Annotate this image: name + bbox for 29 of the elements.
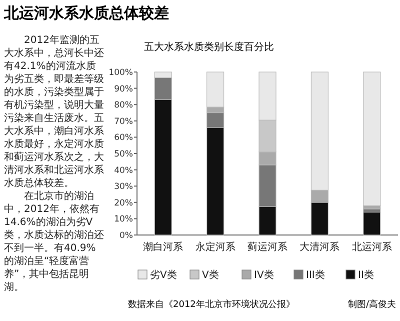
y-tick-label: 60%	[114, 133, 133, 144]
legend-label: V类	[202, 269, 219, 281]
y-tick-label: 100%	[108, 68, 133, 78]
y-tick-label: 0%	[120, 231, 133, 241]
x-tick-label: 潮白河系	[143, 241, 184, 253]
y-tick-label: 50%	[114, 150, 133, 160]
x-tick-label: 蓟运河系	[248, 241, 288, 253]
x-tick-label: 大清河系	[300, 241, 340, 253]
annotation: 在北京市的湖泊中，2012年，依然有14.6%的湖泊为劣V类，水质达标的湖泊还不到一半。有40.9%的湖泊呈“轻度富营养”，其中包括昆明湖。	[4, 190, 105, 294]
y-tick-label: 70%	[114, 116, 133, 127]
bar	[363, 72, 381, 206]
annotation: 2012年监测的五大水系中，总河长中还有42.1%的河流水质为劣五类，即最差等级的水质，污染类型属于有机污染型，说明大量污染来自生活废水。五大水系中，潮白河水系水质最好，永定河水质和蓟运河水系次之，大清河水系和北运河水系水质总体较差。	[4, 34, 105, 190]
legend-label: 劣V类	[150, 269, 177, 281]
subtitle: 五大水系水质类别长度百分比	[144, 40, 274, 54]
y-tick-label: 90%	[114, 84, 133, 94]
legend-label: II类	[358, 269, 374, 281]
y-tick-label: 10%	[114, 214, 133, 225]
x-tick-label: 北运河系	[352, 241, 392, 253]
y-tick-label: 30%	[114, 182, 133, 192]
title: 北运河水系水质总体较差	[4, 4, 169, 23]
x-tick-label: 永定河系	[195, 241, 236, 253]
credit: 制图/高俊夫	[348, 298, 396, 311]
legend-label: IV类	[254, 269, 274, 281]
source: 数据来自《2012年北京市环境状况公报》	[128, 298, 295, 311]
y-tick-label: 80%	[114, 100, 133, 111]
y-tick-label: 20%	[114, 198, 133, 208]
bar	[363, 212, 381, 236]
legend-label: III类	[306, 269, 325, 281]
y-tick-label: 40%	[114, 166, 133, 176]
